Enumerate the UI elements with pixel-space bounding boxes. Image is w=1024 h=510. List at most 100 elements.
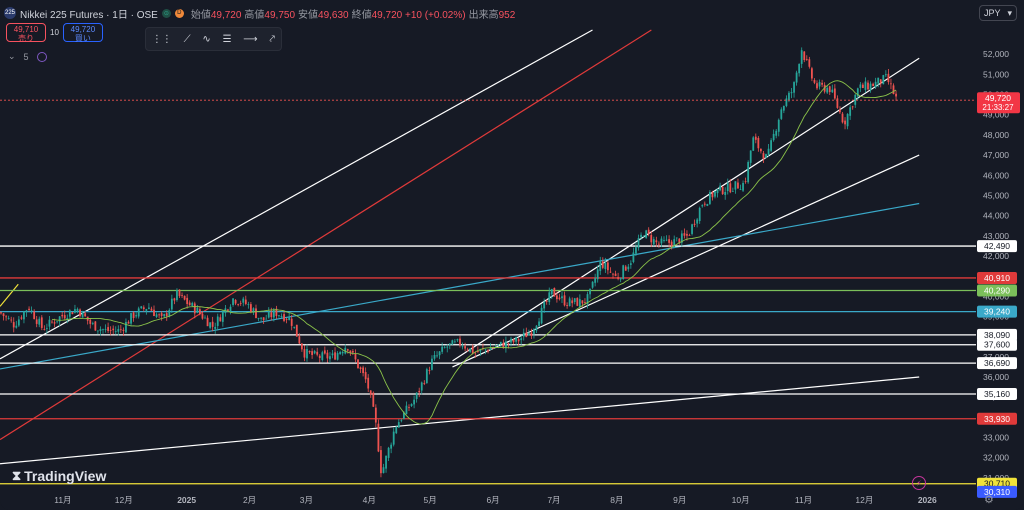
candle-body[interactable]	[436, 355, 438, 357]
candle-body[interactable]	[377, 423, 380, 452]
candle-body[interactable]	[270, 312, 273, 318]
candle-body[interactable]	[89, 319, 92, 324]
candle-body[interactable]	[693, 223, 696, 225]
candle-body[interactable]	[382, 467, 385, 474]
candle-body[interactable]	[206, 317, 209, 327]
candle-body[interactable]	[199, 309, 201, 314]
candle-body[interactable]	[698, 207, 701, 221]
candle-body[interactable]	[497, 344, 500, 346]
candle-body[interactable]	[635, 247, 637, 254]
candle-body[interactable]	[545, 300, 548, 302]
candle-body[interactable]	[425, 369, 428, 384]
candle-body[interactable]	[91, 323, 94, 324]
candle-body[interactable]	[533, 329, 535, 334]
candle-body[interactable]	[844, 120, 846, 125]
candle-body[interactable]	[859, 84, 862, 88]
candle-body[interactable]	[484, 349, 487, 351]
candle-body[interactable]	[831, 89, 834, 93]
candle-body[interactable]	[76, 308, 79, 311]
candle-body[interactable]	[260, 317, 262, 319]
candle-body[interactable]	[510, 338, 512, 343]
candle-body[interactable]	[660, 238, 663, 244]
candle-body[interactable]	[706, 203, 709, 206]
candle-body[interactable]	[782, 105, 785, 111]
candle-body[interactable]	[415, 392, 418, 399]
candle-body[interactable]	[71, 312, 74, 315]
candle-body[interactable]	[214, 326, 217, 329]
candle-body[interactable]	[724, 191, 727, 195]
candle-body[interactable]	[10, 319, 13, 321]
candle-body[interactable]	[594, 278, 597, 283]
candle-body[interactable]	[818, 82, 821, 87]
candle-body[interactable]	[737, 182, 739, 189]
candle-body[interactable]	[622, 265, 625, 280]
candle-body[interactable]	[512, 339, 515, 343]
candle-body[interactable]	[675, 237, 678, 239]
candle-body[interactable]	[446, 346, 449, 348]
candle-body[interactable]	[772, 133, 775, 141]
candle-body[interactable]	[640, 234, 642, 238]
candle-body[interactable]	[729, 183, 732, 193]
candle-body[interactable]	[392, 431, 395, 445]
candle-body[interactable]	[33, 311, 36, 320]
candle-body[interactable]	[280, 316, 283, 317]
parallel-lines-tool-icon[interactable]: ☰	[222, 33, 232, 45]
candle-body[interactable]	[647, 229, 650, 234]
candle-body[interactable]	[295, 324, 298, 337]
candle-body[interactable]	[489, 347, 492, 351]
candle-body[interactable]	[836, 98, 839, 108]
candle-body[interactable]	[362, 367, 364, 374]
candle-body[interactable]	[431, 358, 433, 370]
trend-line[interactable]	[452, 154, 920, 368]
candle-body[interactable]	[303, 349, 306, 358]
candle-body[interactable]	[339, 351, 342, 355]
plot-area[interactable]	[0, 29, 976, 492]
price-axis[interactable]	[976, 0, 1024, 510]
indicator-icon[interactable]	[36, 51, 47, 62]
candle-body[interactable]	[525, 332, 528, 338]
candle-body[interactable]	[765, 154, 767, 158]
candle-body[interactable]	[668, 239, 670, 243]
candle-body[interactable]	[140, 306, 143, 309]
candle-body[interactable]	[244, 299, 247, 304]
candle-body[interactable]	[543, 302, 546, 309]
candle-body[interactable]	[408, 407, 410, 409]
candle-body[interactable]	[176, 289, 178, 301]
candle-body[interactable]	[469, 348, 472, 352]
candle-body[interactable]	[255, 308, 257, 318]
candle-body[interactable]	[196, 307, 199, 313]
candle-body[interactable]	[262, 317, 265, 321]
candle-body[interactable]	[104, 328, 107, 330]
candle-body[interactable]	[359, 367, 362, 369]
candle-body[interactable]	[142, 307, 145, 310]
candle-body[interactable]	[645, 230, 648, 238]
symbol-badge[interactable]: 225	[4, 7, 16, 19]
candle-body[interactable]	[828, 86, 831, 93]
candle-body[interactable]	[454, 341, 456, 343]
candle-body[interactable]	[760, 148, 762, 152]
candle-body[interactable]	[558, 297, 561, 300]
candle-body[interactable]	[586, 294, 589, 304]
candle-body[interactable]	[321, 352, 324, 360]
candle-body[interactable]	[165, 313, 168, 317]
candle-body[interactable]	[688, 235, 691, 236]
candle-body[interactable]	[747, 162, 750, 183]
candle-body[interactable]	[53, 322, 56, 324]
candle-body[interactable]	[405, 405, 408, 415]
candle-body[interactable]	[811, 68, 813, 79]
candle-body[interactable]	[678, 238, 681, 244]
candle-body[interactable]	[846, 113, 849, 127]
tradingview-logo[interactable]: ⧗ TradingView	[12, 468, 106, 484]
candle-body[interactable]	[441, 346, 444, 352]
candle-body[interactable]	[665, 239, 668, 241]
candle-body[interactable]	[757, 137, 760, 149]
candle-body[interactable]	[734, 181, 737, 190]
candle-body[interactable]	[61, 314, 64, 317]
candle-body[interactable]	[637, 238, 640, 248]
candle-body[interactable]	[487, 350, 489, 352]
candle-body[interactable]	[423, 383, 426, 384]
candle-body[interactable]	[420, 382, 423, 391]
candle-body[interactable]	[849, 107, 852, 116]
candle-body[interactable]	[43, 329, 46, 330]
candle-body[interactable]	[122, 329, 125, 331]
